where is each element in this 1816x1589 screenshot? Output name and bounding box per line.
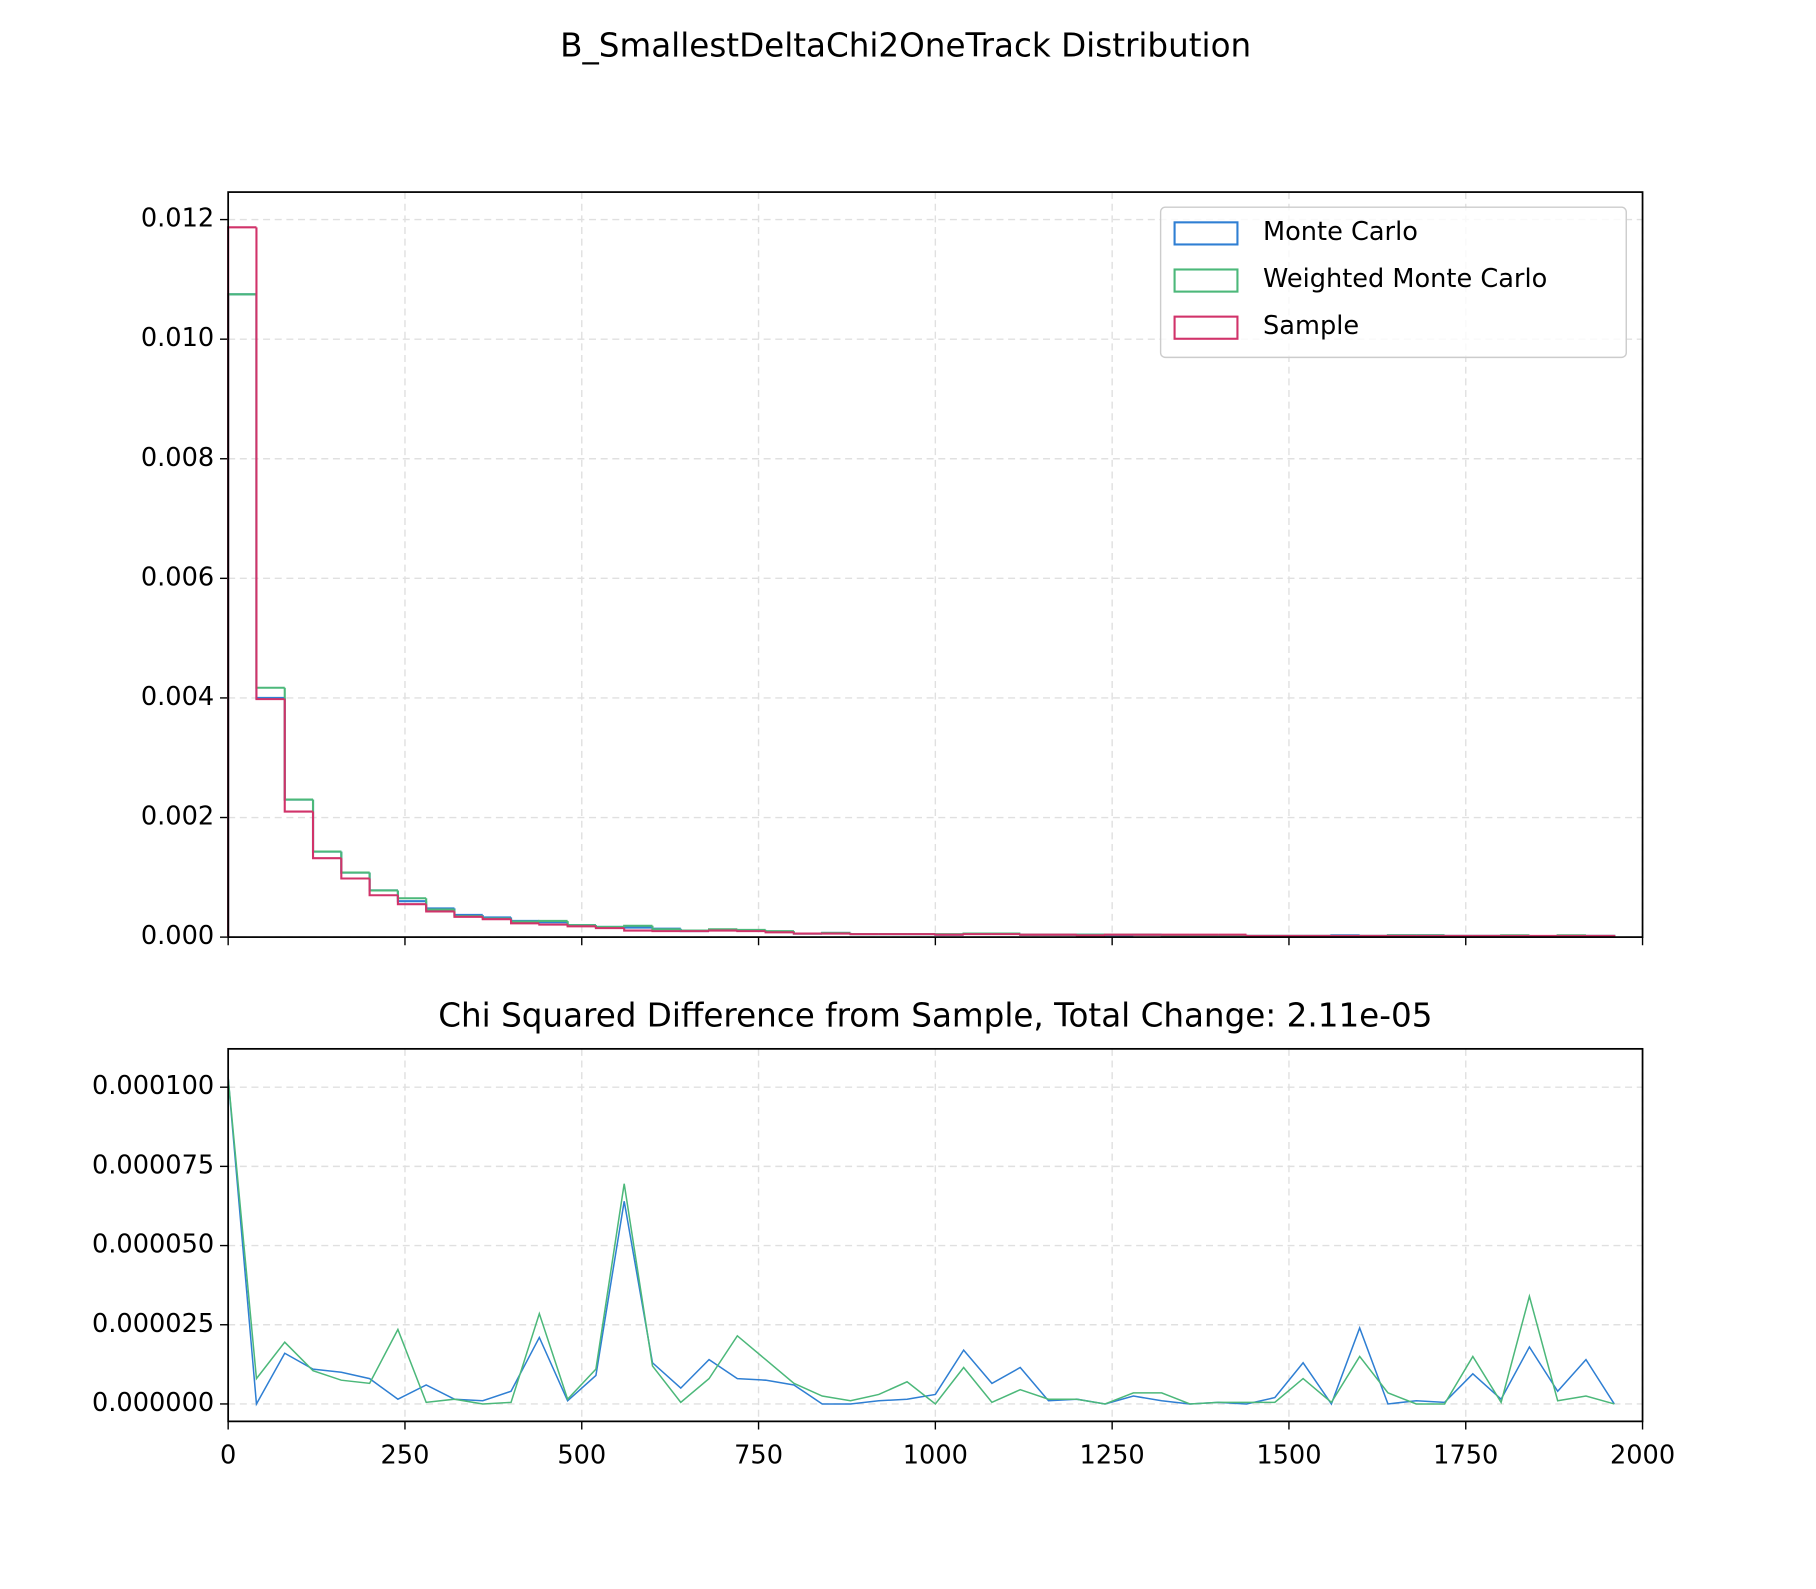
x-tick-label: 500	[557, 1440, 606, 1470]
x-tick-label: 0	[220, 1440, 236, 1470]
x-tick-label: 250	[381, 1440, 430, 1470]
histogram-step	[736, 930, 766, 933]
chart-title: Chi Squared Difference from Sample, Tota…	[438, 996, 1432, 1034]
histogram-step	[764, 929, 794, 933]
legend-box	[1159, 206, 1627, 359]
histogram-step	[962, 933, 992, 936]
y-tick-label: 0.008	[141, 443, 214, 473]
histogram-step	[594, 926, 625, 930]
x-tick-label: 1750	[1433, 1440, 1498, 1470]
y-tick-label: 0.000025	[92, 1309, 214, 1339]
histogram-step	[764, 931, 794, 934]
histogram-step	[1104, 933, 1134, 936]
histogram-step	[538, 923, 568, 926]
legend-label: Monte Carlo	[1263, 217, 1418, 247]
x-tick-label: 750	[734, 1440, 783, 1470]
histogram-step	[1019, 933, 1049, 936]
y-tick-label: 0.000100	[92, 1071, 214, 1101]
x-tick-label: 1250	[1080, 1440, 1145, 1470]
y-tick-label: 0.000075	[92, 1150, 214, 1180]
y-tick-label: 0.000050	[92, 1230, 214, 1260]
figure-title: B_SmallestDeltaChi2OneTrack Distribution	[560, 27, 1251, 65]
x-tick-label: 1500	[1256, 1440, 1321, 1470]
histogram-step	[566, 924, 596, 928]
axes-frame	[227, 191, 1644, 938]
y-tick-label: 0.000	[141, 921, 214, 951]
histogram-step	[651, 930, 681, 933]
x-tick-label: 1000	[903, 1440, 968, 1470]
histogram-step	[538, 919, 568, 923]
histogram-step	[311, 811, 342, 860]
histogram-step	[509, 919, 540, 925]
histogram-step	[340, 858, 370, 880]
y-tick-label: 0.006	[141, 562, 214, 592]
legend-swatch	[1173, 268, 1239, 293]
histogram-step	[708, 929, 738, 932]
histogram-step	[396, 895, 427, 906]
y-tick-label: 0.002	[141, 802, 214, 832]
histogram-step	[481, 916, 512, 921]
line	[227, 1077, 1615, 1406]
legend-swatch	[1173, 315, 1239, 340]
axes-frame	[227, 1047, 1644, 1423]
histogram-step	[934, 933, 964, 936]
histogram-step	[283, 699, 314, 813]
histogram-step	[255, 227, 285, 701]
legend-label: Sample	[1263, 311, 1359, 341]
histogram-step	[1245, 934, 1275, 937]
histogram-step	[623, 926, 653, 929]
histogram-step	[849, 933, 879, 936]
histogram-step	[792, 932, 823, 935]
legend-swatch	[1173, 221, 1239, 246]
histogram-step	[623, 928, 653, 932]
histogram-step	[1075, 934, 1106, 937]
y-tick-label: 0.010	[141, 323, 214, 353]
histogram-step	[651, 925, 681, 931]
x-tick-label: 2000	[1610, 1440, 1675, 1470]
histogram-step	[623, 924, 653, 927]
histogram-step	[453, 911, 483, 918]
histogram-step	[425, 904, 455, 913]
histogram-step	[368, 878, 398, 897]
y-tick-label: 0.004	[141, 682, 214, 712]
y-tick-label: 0.012	[141, 204, 214, 234]
legend-label: Weighted Monte Carlo	[1263, 264, 1547, 294]
y-tick-label: 0.000000	[92, 1388, 214, 1418]
histogram-step	[736, 928, 766, 931]
